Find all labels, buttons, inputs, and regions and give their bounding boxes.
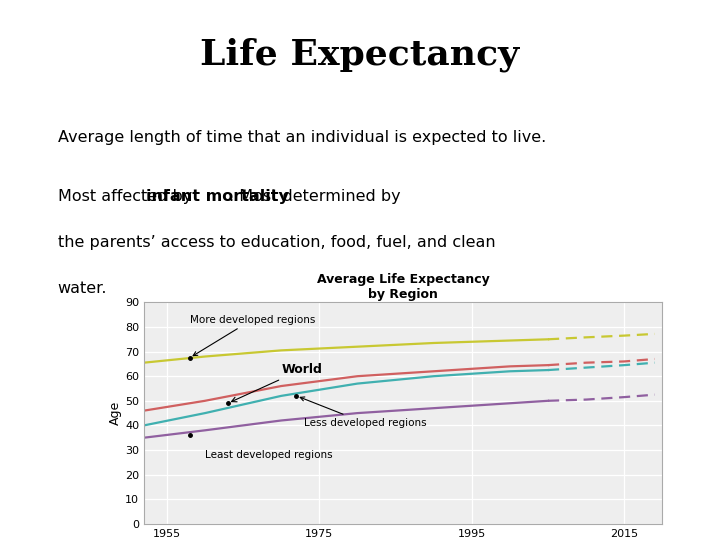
Text: Life Expectancy: Life Expectancy — [200, 38, 520, 72]
Y-axis label: Age: Age — [109, 401, 122, 425]
Text: Average length of time that an individual is expected to live.: Average length of time that an individua… — [58, 130, 546, 145]
Text: the parents’ access to education, food, fuel, and clean: the parents’ access to education, food, … — [58, 235, 495, 250]
Title: Average Life Expectancy
by Region: Average Life Expectancy by Region — [317, 273, 490, 301]
Text: Least developed regions: Least developed regions — [205, 450, 333, 460]
Text: water.: water. — [58, 281, 107, 296]
Text: World: World — [232, 363, 322, 402]
Text: infant mortality: infant mortality — [145, 189, 289, 204]
Text: Less developed regions: Less developed regions — [300, 397, 427, 428]
Text: . Most determined by: . Most determined by — [229, 189, 400, 204]
Text: Most affected by: Most affected by — [58, 189, 197, 204]
Text: More developed regions: More developed regions — [190, 314, 315, 356]
